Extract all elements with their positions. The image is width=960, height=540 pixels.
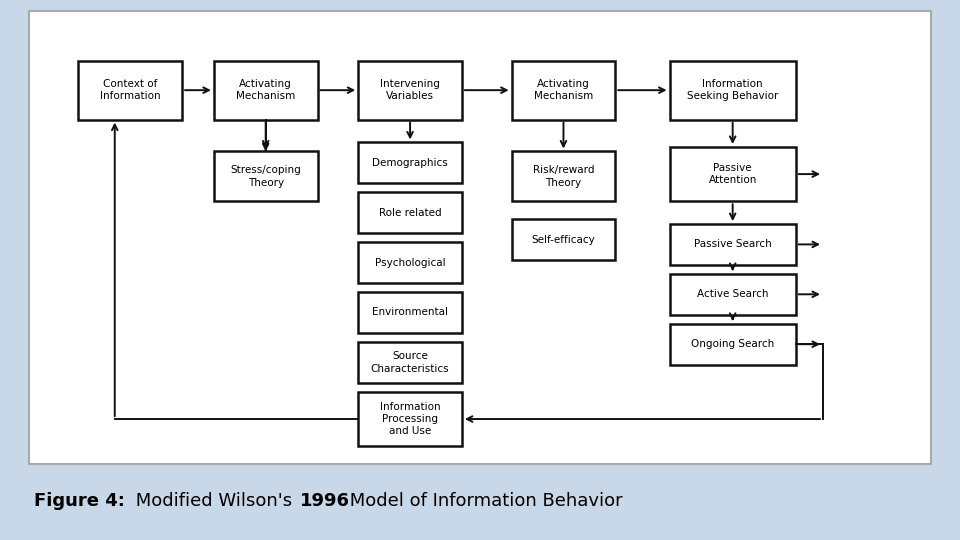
Bar [358, 143, 462, 183]
Text: Risk/reward
Theory: Risk/reward Theory [533, 165, 594, 187]
Bar [79, 60, 182, 120]
Text: Intervening
Variables: Intervening Variables [380, 79, 440, 102]
Text: Information
Seeking Behavior: Information Seeking Behavior [687, 79, 779, 102]
Bar [669, 324, 796, 365]
Text: Role related: Role related [379, 208, 442, 218]
Text: Demographics: Demographics [372, 158, 448, 168]
Bar [669, 147, 796, 201]
Bar [512, 60, 615, 120]
Bar [669, 60, 796, 120]
Text: Source
Characteristics: Source Characteristics [371, 351, 449, 374]
Text: Psychological: Psychological [374, 258, 445, 267]
Bar [358, 292, 462, 333]
Bar [358, 342, 462, 383]
Text: Self-efficacy: Self-efficacy [532, 235, 595, 245]
Bar [669, 274, 796, 315]
Bar [669, 224, 796, 265]
Text: Environmental: Environmental [372, 307, 448, 318]
Bar [214, 60, 318, 120]
Bar [512, 151, 615, 201]
Text: Activating
Mechanism: Activating Mechanism [236, 79, 296, 102]
Text: Model of Information Behavior: Model of Information Behavior [344, 492, 622, 510]
Text: Information
Processing
and Use: Information Processing and Use [380, 402, 441, 436]
Text: Figure 4:: Figure 4: [34, 492, 125, 510]
Bar [358, 242, 462, 283]
Text: Ongoing Search: Ongoing Search [691, 339, 775, 349]
Text: Active Search: Active Search [697, 289, 768, 299]
Bar [214, 151, 318, 201]
Text: Passive Search: Passive Search [694, 239, 772, 249]
Text: Context of
Information: Context of Information [100, 79, 160, 102]
Text: Passive
Attention: Passive Attention [708, 163, 756, 185]
Bar [358, 192, 462, 233]
Bar [512, 219, 615, 260]
Text: Activating
Mechanism: Activating Mechanism [534, 79, 593, 102]
Bar [358, 60, 462, 120]
Bar [358, 392, 462, 446]
Text: Stress/coping
Theory: Stress/coping Theory [230, 165, 301, 187]
Text: Modified Wilson's: Modified Wilson's [130, 492, 298, 510]
Text: 1996: 1996 [300, 492, 349, 510]
